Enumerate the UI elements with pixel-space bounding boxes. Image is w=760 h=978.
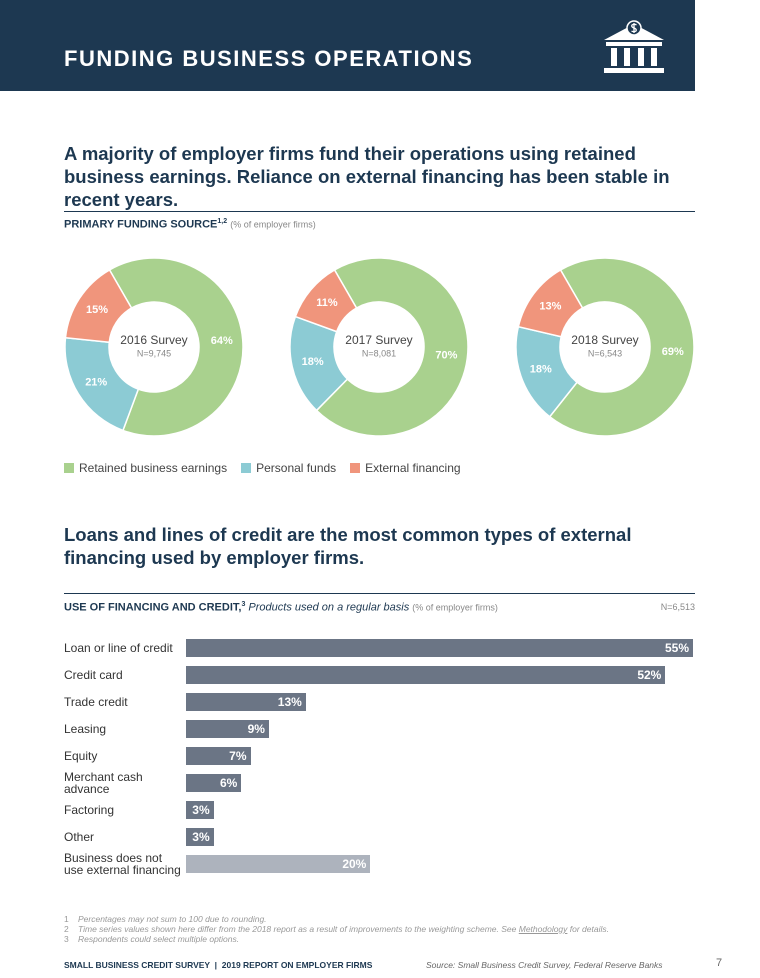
legend-label: Personal funds — [256, 461, 337, 475]
value-label: 55% — [664, 641, 689, 655]
header-band — [0, 0, 695, 91]
footnote-number: 1 — [64, 914, 69, 924]
rule — [64, 211, 695, 212]
donut-segment — [517, 268, 584, 338]
rule — [64, 593, 695, 594]
value-label: 3% — [192, 803, 210, 817]
chart-title-text: USE OF FINANCING AND CREDIT, — [64, 601, 242, 614]
footnote-text: for details. — [567, 924, 609, 934]
chart-title: PRIMARY FUNDING SOURCE1,2 (% of employer… — [64, 218, 316, 231]
chart-note: (% of employer firms) — [412, 602, 498, 613]
footnote-text: Percentages may not sum to 100 due to ro… — [78, 914, 267, 924]
footnote: 1 Percentages may not sum to 100 due to r… — [64, 914, 609, 924]
category-label: Equity — [64, 749, 98, 763]
value-label: 6% — [219, 776, 238, 790]
category-label: Factoring — [64, 803, 115, 817]
value-label: 9% — [247, 722, 265, 736]
bar — [186, 720, 269, 738]
header-title: FUNDING BUSINESS OPERATIONS — [64, 46, 474, 71]
donut-segment — [315, 257, 469, 437]
donut-segment — [294, 268, 358, 333]
category-label: Trade credit — [64, 695, 128, 709]
footnote: 3 Respondents could select multiple optio… — [64, 934, 609, 944]
chart-subtitle: Products used on a regular basis — [248, 601, 410, 614]
donut-subtitle: N=6,543 — [588, 348, 622, 358]
bar — [186, 747, 251, 765]
footnote-ref: 3 — [241, 601, 246, 608]
headline: Loans and lines of credit are the most c… — [64, 524, 632, 568]
value-label: 64% — [211, 335, 233, 347]
category-label: Other — [64, 830, 95, 844]
legend-item: Retained business earnings — [64, 461, 227, 475]
value-label: 18% — [530, 363, 552, 375]
legend-swatch — [241, 463, 252, 473]
category-label: Loan or line of credit — [64, 641, 173, 655]
value-label: 21% — [85, 377, 107, 389]
legend-item: External financing — [350, 461, 461, 475]
category-label: Merchant cash advance — [64, 770, 143, 796]
value-label: 20% — [342, 857, 367, 871]
bar — [186, 693, 306, 711]
bar — [186, 639, 693, 657]
category-label: Credit card — [64, 668, 123, 682]
value-label: 15% — [86, 304, 108, 316]
footnote-link[interactable]: Methodology — [518, 924, 568, 934]
chart-note: (% of employer firms) — [230, 219, 316, 230]
value-label: 52% — [637, 668, 662, 682]
legend: Retained business earnings Personal fund… — [64, 461, 461, 475]
value-label: 11% — [316, 297, 338, 309]
donut-segment — [64, 268, 133, 344]
value-label: 3% — [192, 830, 210, 844]
chart-title: USE OF FINANCING AND CREDIT,3 Products u… — [64, 601, 498, 614]
footnote-number: 2 — [64, 924, 69, 934]
bank-icon — [604, 20, 664, 73]
category-label: Leasing — [64, 722, 107, 736]
value-label: 7% — [229, 749, 247, 763]
value-label: 18% — [302, 356, 324, 368]
donut-title: 2017 Survey — [345, 333, 412, 347]
bar — [186, 666, 666, 684]
footnote-text: Time series values shown here differ fro… — [78, 924, 519, 934]
footnote-number: 3 — [64, 934, 69, 944]
donut-subtitle: N=9,745 — [137, 348, 171, 358]
value-label: 13% — [277, 695, 302, 709]
bar — [186, 801, 214, 819]
category-label: Business does not use external financing — [64, 851, 181, 877]
legend-label: External financing — [365, 461, 461, 475]
value-label: 70% — [435, 350, 457, 362]
headline: A majority of employer firms fund their … — [64, 143, 670, 210]
page-number: 7 — [716, 957, 723, 969]
legend-label: Retained business earnings — [79, 461, 228, 475]
footnotes: 1 Percentages may not sum to 100 due to r… — [64, 914, 609, 944]
value-label: 13% — [539, 300, 561, 312]
footnote: 2 Time series values shown here differ fr… — [64, 924, 609, 934]
donut-subtitle: N=8,081 — [362, 348, 396, 358]
footnote-text: Respondents could select multiple option… — [78, 934, 240, 944]
footnote-ref: 1,2 — [217, 218, 228, 225]
legend-swatch — [64, 463, 74, 473]
bar — [186, 828, 214, 846]
donut-title: 2016 Survey — [120, 333, 187, 347]
bar — [186, 855, 371, 873]
chart-title-text: PRIMARY FUNDING SOURCE — [64, 218, 218, 231]
sample-size: N=6,513 — [660, 602, 695, 612]
value-label: 69% — [662, 346, 684, 358]
donut-segment — [548, 257, 695, 437]
legend-swatch — [350, 463, 361, 473]
donut-segment — [108, 257, 244, 437]
donut-title: 2018 Survey — [571, 333, 638, 347]
footer-source: Source: Small Business Credit Survey, Fe… — [426, 960, 663, 970]
footer-left: SMALL BUSINESS CREDIT SURVEY | 2019 REPO… — [64, 960, 373, 970]
bar — [186, 774, 242, 792]
legend-item: Personal funds — [241, 461, 336, 475]
